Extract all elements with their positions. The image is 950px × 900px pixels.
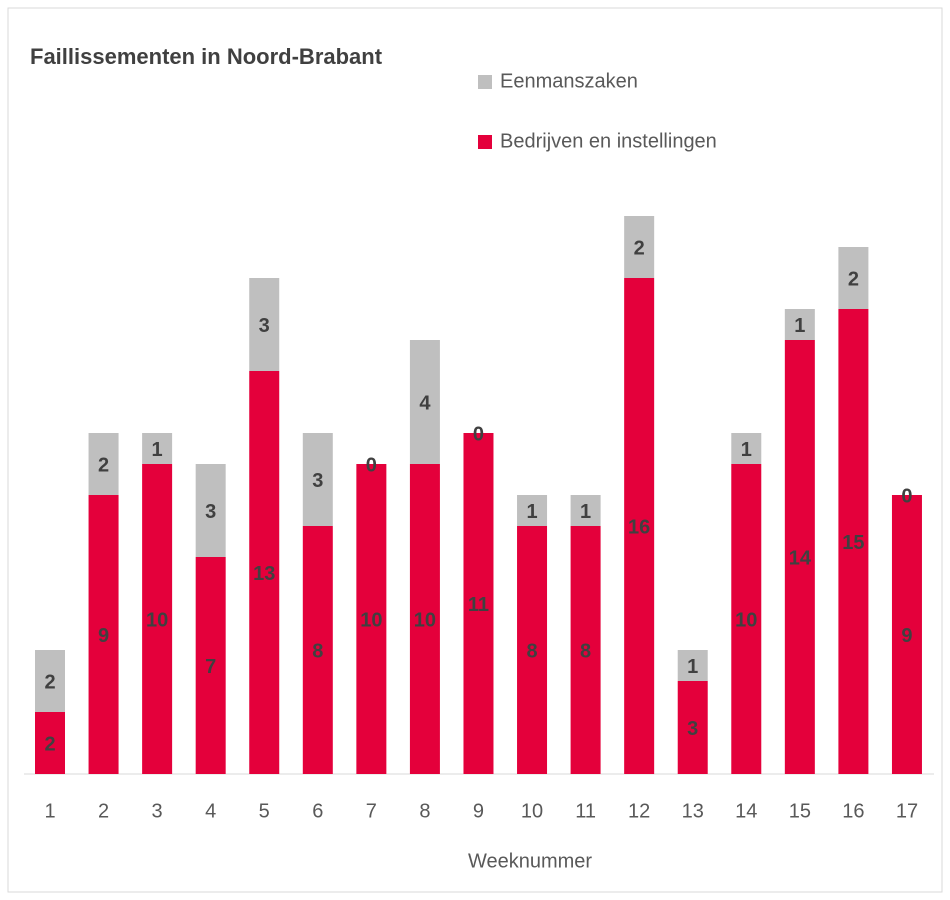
- x-tick-label: 10: [521, 800, 543, 822]
- x-axis-label: Weeknummer: [468, 850, 592, 872]
- data-label: 8: [526, 640, 537, 662]
- data-label: 1: [580, 501, 591, 523]
- data-label: 3: [259, 315, 270, 337]
- bar-segment: [302, 433, 333, 526]
- data-label: 3: [312, 470, 323, 492]
- data-label: 13: [253, 563, 275, 585]
- data-label: 0: [473, 423, 484, 445]
- data-label: 1: [741, 439, 752, 461]
- data-label: 2: [44, 671, 55, 693]
- x-tick-label: 16: [842, 800, 864, 822]
- x-tick-label: 3: [152, 800, 163, 822]
- bar-segment: [624, 278, 655, 774]
- data-label: 1: [687, 656, 698, 678]
- bar-segment: [891, 495, 922, 774]
- data-label: 1: [152, 439, 163, 461]
- bar-segment: [249, 278, 280, 371]
- data-label: 14: [789, 547, 812, 569]
- bar-segment: [731, 464, 762, 774]
- data-label: 10: [735, 609, 757, 631]
- x-tick-label: 7: [366, 800, 377, 822]
- bar-segment: [731, 433, 762, 464]
- bar-segment: [784, 309, 815, 340]
- bar-segment: [463, 433, 494, 774]
- x-tick-label: 5: [259, 800, 270, 822]
- bar-segment: [35, 712, 65, 774]
- x-tick-label: 17: [896, 800, 918, 822]
- bar-segment: [677, 681, 708, 774]
- bar-segment: [88, 495, 119, 774]
- data-label: 2: [98, 454, 109, 476]
- bar-segment: [624, 216, 655, 278]
- bar-segment: [35, 650, 65, 712]
- x-tick-label: 9: [473, 800, 484, 822]
- x-tick-label: 1: [44, 800, 55, 822]
- bar-segment: [570, 526, 601, 774]
- bar-segment: [517, 526, 548, 774]
- data-label: 8: [312, 640, 323, 662]
- bar-segment: [142, 464, 173, 774]
- data-label: 1: [526, 501, 537, 523]
- chart-title: Faillissementen in Noord-Brabant: [30, 44, 383, 69]
- bar-segment: [195, 557, 226, 774]
- data-label: 11: [468, 594, 489, 616]
- data-label: 0: [366, 454, 377, 476]
- x-tick-label: 15: [789, 800, 811, 822]
- x-tick-label: 14: [735, 800, 757, 822]
- legend-swatch: [478, 135, 492, 149]
- data-label: 16: [628, 516, 650, 538]
- data-label: 4: [419, 392, 431, 414]
- data-label: 9: [901, 625, 912, 647]
- x-tick-label: 13: [682, 800, 704, 822]
- bar-segment: [838, 309, 869, 774]
- bar-segment: [517, 495, 548, 526]
- x-tick-label: 11: [575, 800, 596, 822]
- data-label: 15: [842, 532, 864, 554]
- bar-segment: [142, 433, 173, 464]
- data-label: 10: [414, 609, 436, 631]
- bar-segment: [409, 464, 440, 774]
- bar-segment: [784, 340, 815, 774]
- bar-segment: [409, 340, 440, 464]
- data-label: 8: [580, 640, 591, 662]
- bar-segment: [195, 464, 226, 557]
- data-label: 3: [687, 718, 698, 740]
- data-label: 1: [794, 315, 805, 337]
- x-tick-label: 2: [98, 800, 109, 822]
- x-tick-label: 4: [205, 800, 216, 822]
- data-label: 2: [848, 268, 859, 290]
- bar-segment: [302, 526, 333, 774]
- bar-segment: [88, 433, 119, 495]
- data-label: 10: [146, 609, 168, 631]
- data-label: 2: [634, 237, 645, 259]
- bar-segment: [356, 464, 387, 774]
- data-label: 3: [205, 501, 216, 523]
- bar-segment: [249, 371, 280, 774]
- data-label: 10: [360, 609, 382, 631]
- bar-segment: [838, 247, 869, 309]
- x-tick-label: 8: [419, 800, 430, 822]
- x-tick-label: 12: [628, 800, 650, 822]
- data-label: 7: [205, 656, 216, 678]
- legend-swatch: [478, 75, 492, 89]
- data-label: 2: [44, 733, 55, 755]
- x-tick-label: 6: [312, 800, 323, 822]
- bar-segment: [570, 495, 601, 526]
- bar-segment: [677, 650, 708, 681]
- legend-label: Eenmanszaken: [500, 70, 638, 92]
- legend-label: Bedrijven en instellingen: [500, 130, 717, 152]
- data-label: 0: [901, 485, 912, 507]
- data-label: 9: [98, 625, 109, 647]
